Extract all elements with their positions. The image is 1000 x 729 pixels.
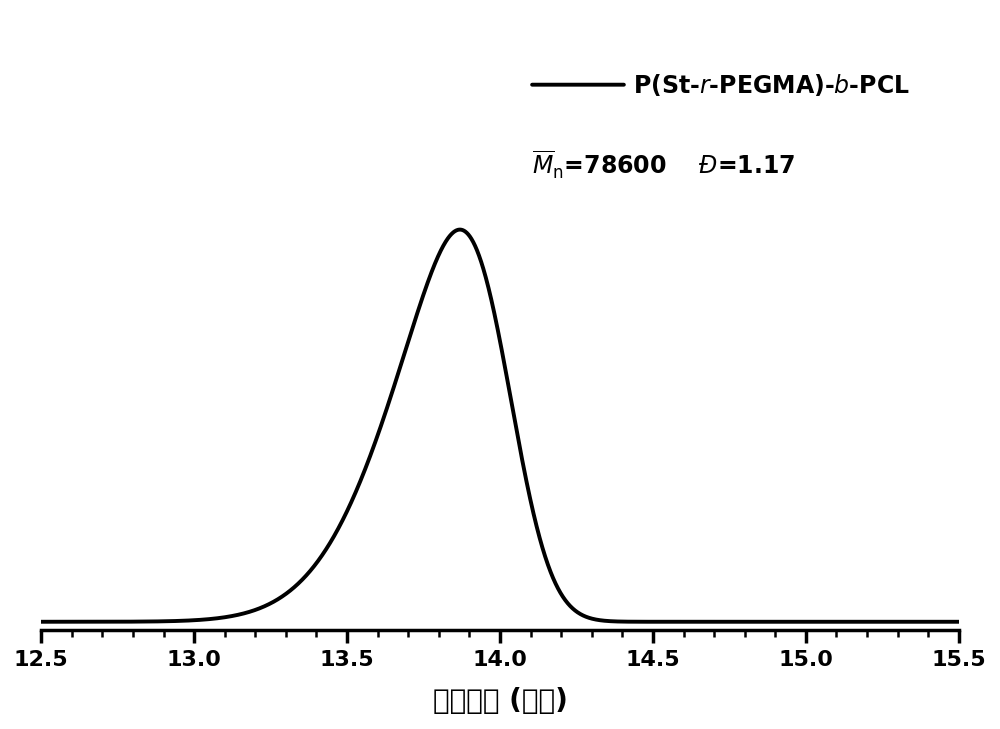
X-axis label: 停留时间 (分钟): 停留时间 (分钟) <box>433 687 567 715</box>
Text: $\overline{M}_{\mathrm{n}}$=78600    $\mathit{Đ}$=1.17: $\overline{M}_{\mathrm{n}}$=78600 $\math… <box>532 149 795 181</box>
Text: P(St-$\mathit{r}$-PEGMA)-$\mathit{b}$-PCL: P(St-$\mathit{r}$-PEGMA)-$\mathit{b}$-PC… <box>633 71 910 98</box>
